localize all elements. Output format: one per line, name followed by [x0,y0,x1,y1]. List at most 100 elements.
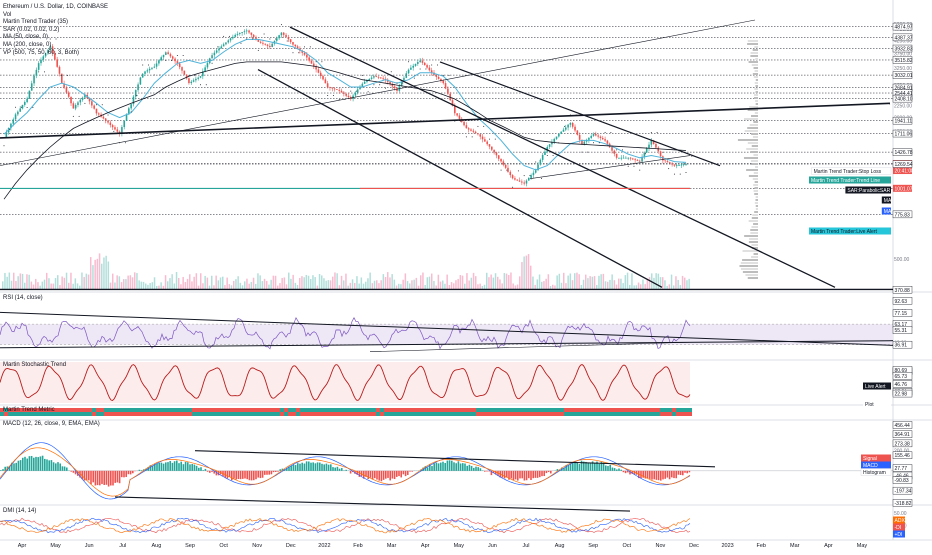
candle-body [429,68,431,71]
dmi-pane-label[interactable]: DMI (14, 14) [3,508,36,514]
volume-bar [237,276,239,290]
volume-bar [222,277,224,290]
rsi-pane-label[interactable]: RSI (14, close) [3,295,43,301]
volume-bar [9,273,11,290]
candle-body [364,82,366,84]
indicator-label[interactable]: Martin Trend Trader (35) [3,19,108,27]
macd-histogram-bar [664,471,666,479]
macd-histogram-bar [370,471,372,478]
indicator-label[interactable]: SAR (0.02, 0.02, 0.2) [3,27,108,35]
metric-cell [564,412,568,416]
candle-body [410,68,412,70]
macd-histogram-bar [312,462,314,470]
metric-pane-label[interactable]: Martin Trend Metric [3,407,55,413]
macd-histogram-bar [235,471,237,480]
candle-body [563,130,565,132]
sar-dot [125,142,126,143]
macd-histogram-bar [86,471,88,480]
volume-bar [218,280,220,290]
macd-histogram-bar [31,456,33,471]
macd-tag-text: -197.34 [895,489,912,495]
volume-bar [662,277,664,290]
symbol-title[interactable]: Ethereum / U.S. Dollar, 1D, COINBASE [3,4,108,12]
candle-body [253,35,255,37]
sar-dot [67,75,68,76]
candle-body [73,103,75,108]
metric-cell [96,412,100,416]
volume-bar [325,281,327,290]
macd-histogram-bar [576,462,578,471]
metric-cell [348,412,352,416]
macd-histogram-bar [308,462,310,471]
metric-cell [340,408,344,412]
macd-histogram-bar [84,471,86,481]
macd-pane-label[interactable]: MACD (12, 26, close, 9, EMA, EMA) [3,421,100,427]
sar-dot [165,60,166,61]
macd-histogram-bar [651,471,653,480]
candle-body [660,151,662,156]
stoch-pane-label[interactable]: Martin Stochastic Trend [3,362,66,368]
candle-body [535,170,537,173]
indicator-label[interactable]: MA (50, close, 0) [3,34,108,42]
volume-bar [468,280,470,290]
volume-bar [369,273,371,290]
time-axis-tick: Oct [219,543,228,549]
volume-bar [103,257,105,290]
macd-histogram-bar [187,462,189,471]
metric-cell [592,412,596,416]
metric-cell [180,408,184,412]
macd-histogram-bar [240,471,242,479]
macd-histogram-bar [506,471,508,477]
metric-cell [508,408,512,412]
indicator-label[interactable]: MA (200, close, 0) [3,42,108,50]
candle-body [137,84,139,90]
metric-cell [168,408,172,412]
volume-profile-bar [755,82,758,84]
candle-body [251,33,253,35]
candle-body [98,113,100,114]
volume-profile-bar [756,208,758,210]
volume-bar [688,279,690,290]
volume-bar [642,280,644,290]
macd-histogram-bar [119,471,121,483]
macd-histogram-bar [18,461,20,471]
macd-histogram-bar [378,471,380,481]
vol-label[interactable]: Vol [3,12,108,20]
metric-cell [476,408,480,412]
metric-cell [524,408,528,412]
indicator-label[interactable]: VP (500, 75, 50, 60, 3, Both) [3,50,108,58]
sar-dot [466,136,467,137]
volume-bar [182,277,184,290]
volume-bar [493,278,495,290]
candle-body [334,88,336,89]
candle-body [577,130,579,134]
volume-bar [578,274,580,290]
macd-histogram-bar [405,471,407,476]
volume-bar [495,273,497,290]
volume-bar [413,280,415,290]
sar-dot [188,75,189,76]
sar-dot [136,95,137,96]
candle-body [438,77,440,79]
metric-cell [264,412,268,416]
macd-histogram-bar [427,467,429,470]
macd-histogram-bar [42,456,44,471]
sar-dot [495,139,496,140]
volume-bar [75,278,77,290]
volume-bar [336,273,338,290]
rsi-tag-text: 36.91 [895,343,908,349]
candle-body [123,121,125,127]
volume-profile-bar [751,133,758,135]
metric-cell [352,408,356,412]
metric-cell [112,408,116,412]
volume-bar [625,275,627,290]
metric-cell [368,408,372,412]
sar-dot [657,132,658,133]
sar-dot [61,75,62,76]
metric-cell [92,412,96,416]
metric-cell [356,408,360,412]
macd-histogram-bar [409,471,411,472]
candle-body [620,158,622,159]
volume-profile-bar [752,214,758,216]
